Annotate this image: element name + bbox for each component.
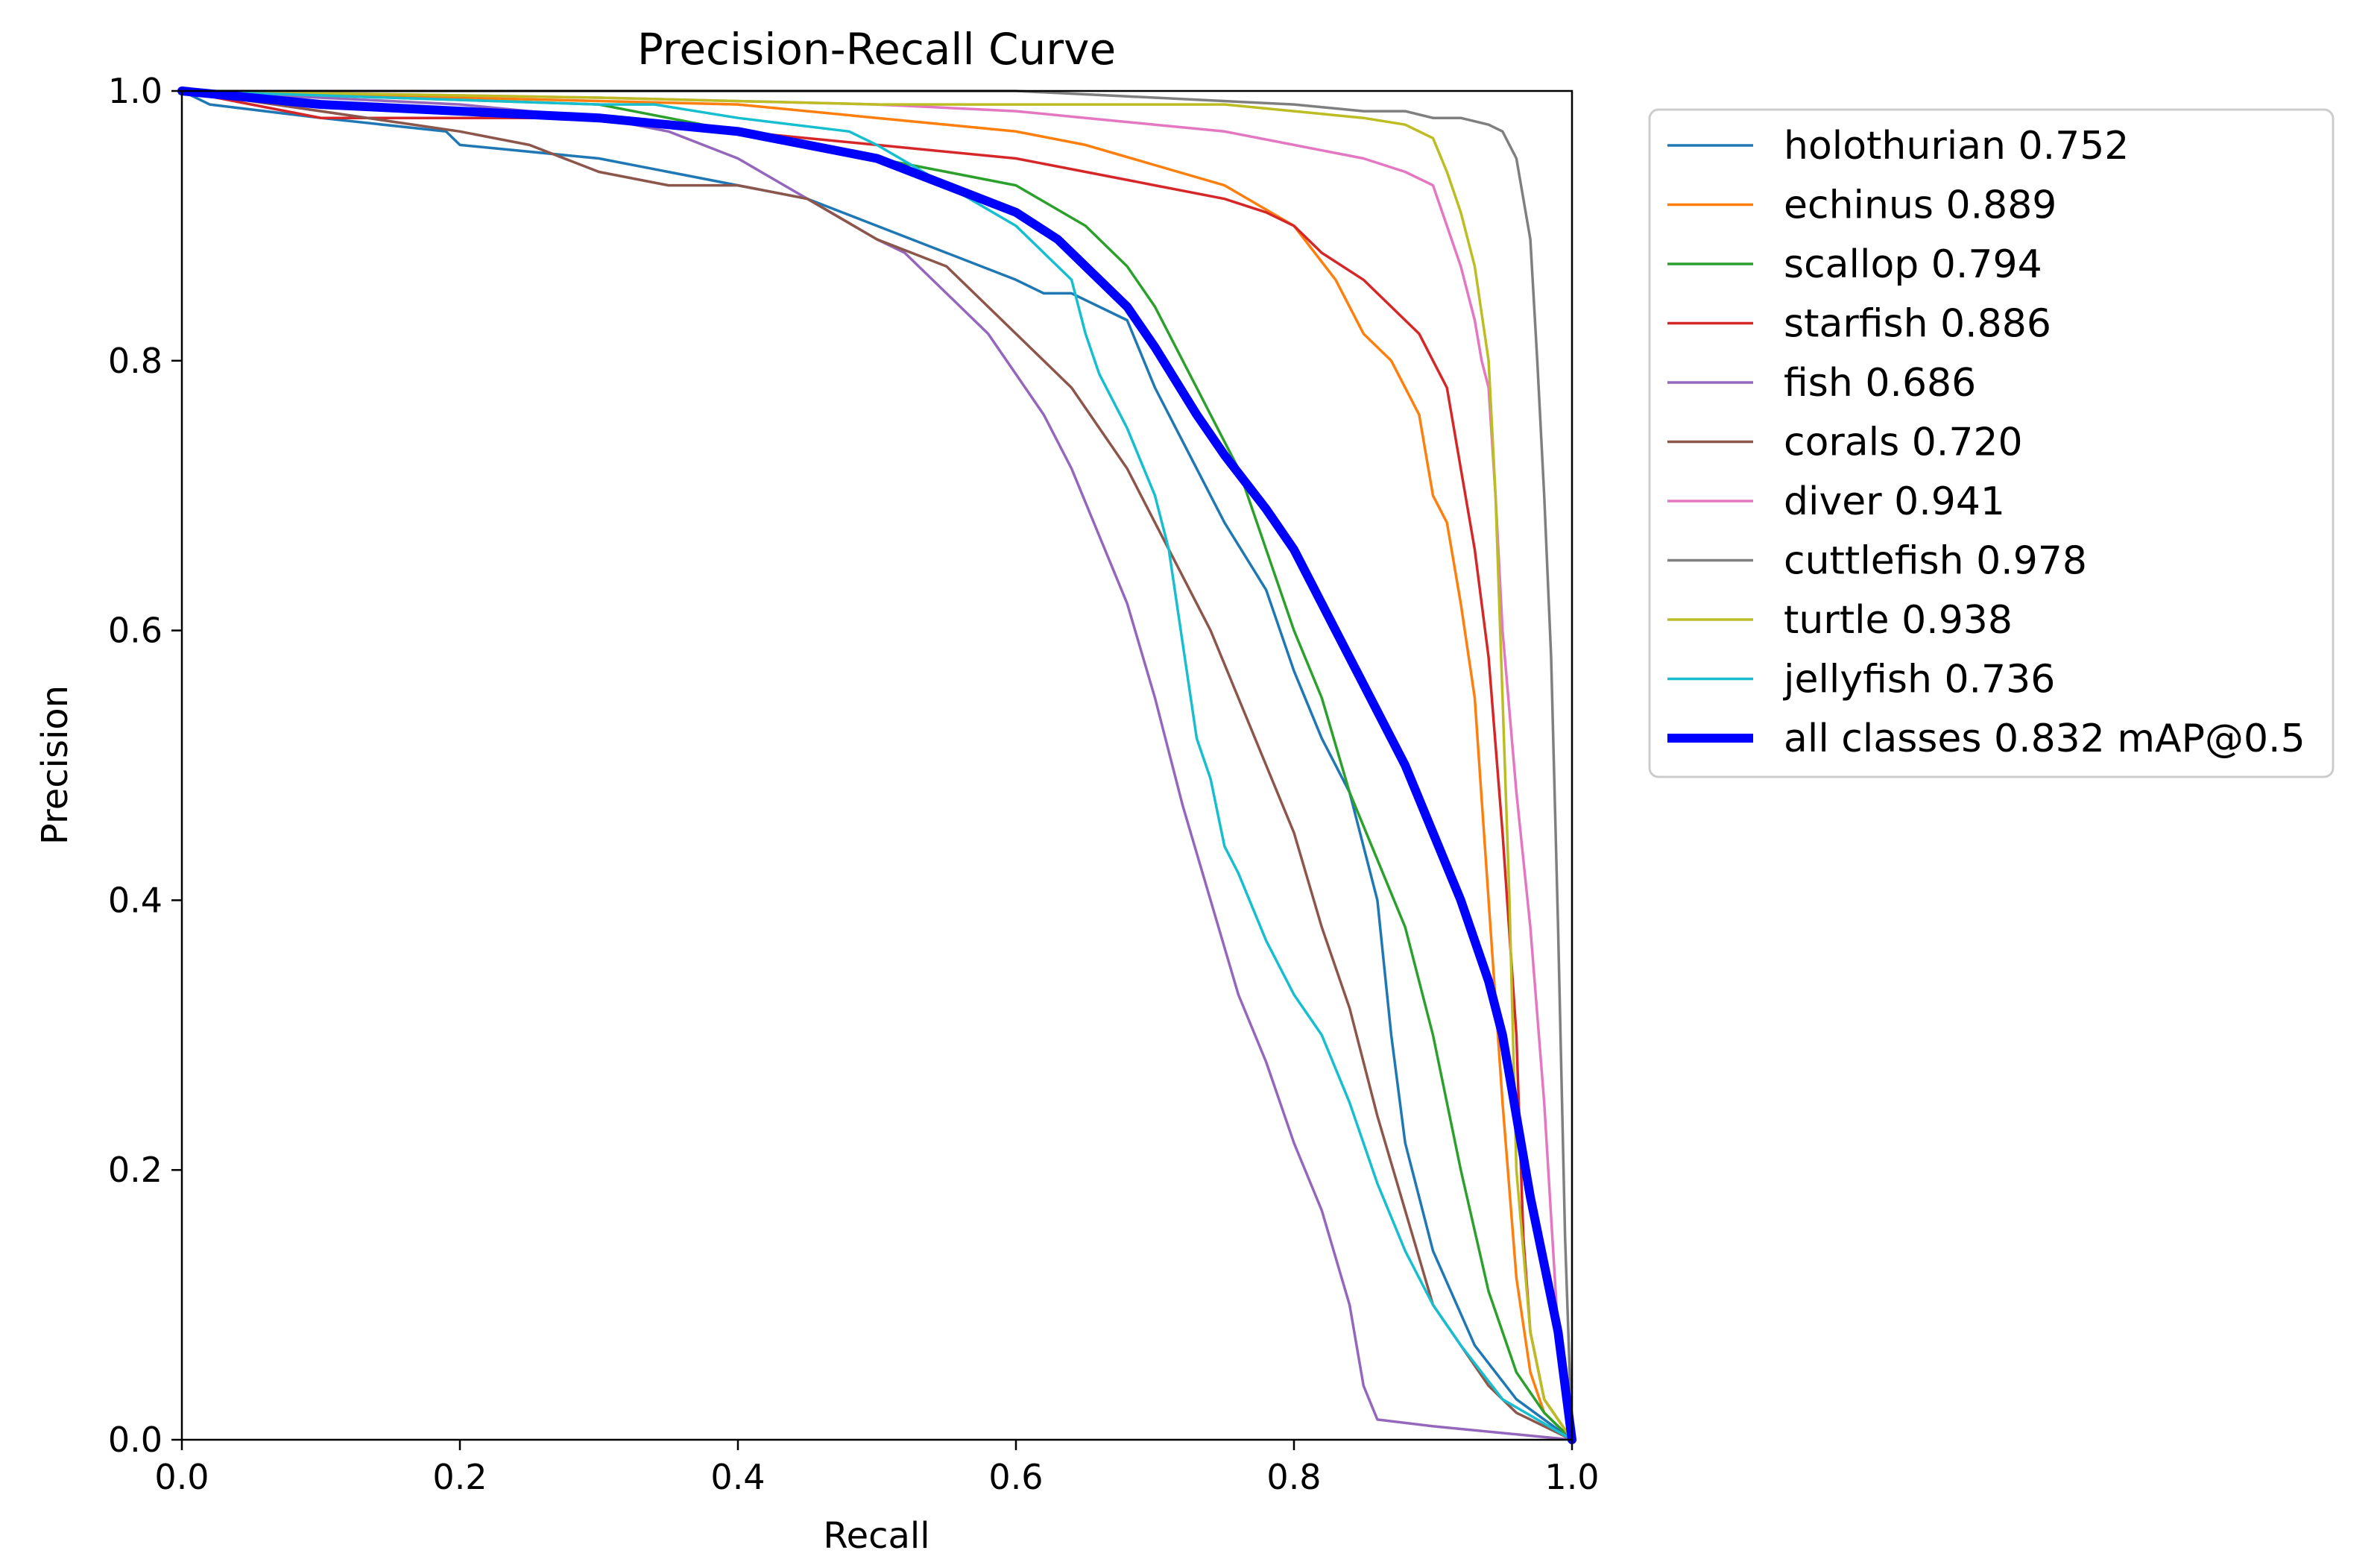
y-tick-label: 0.6 bbox=[108, 611, 162, 651]
legend-box bbox=[1648, 108, 2335, 778]
x-tick-label: 0.4 bbox=[710, 1457, 765, 1497]
x-tick-label: 0.0 bbox=[154, 1457, 209, 1497]
y-axis: 0.0 0.2 0.4 0.6 0.8 1.0 bbox=[108, 71, 182, 1460]
legend-entries: holothurian 0.752 echinus 0.889 scallop 0.… bbox=[1667, 124, 2305, 761]
legend-label: all classes 0.832 mAP@0.5 bbox=[1784, 717, 2305, 761]
x-axis-label: Recall bbox=[823, 1515, 929, 1557]
legend-label: fish 0.686 bbox=[1784, 361, 1976, 406]
legend-label: echinus 0.889 bbox=[1784, 183, 2057, 228]
series-line-5 bbox=[180, 89, 1573, 1441]
y-axis-label: Precision bbox=[34, 685, 76, 845]
x-tick-label: 0.8 bbox=[1266, 1457, 1321, 1497]
series-line-7 bbox=[180, 89, 1573, 1441]
legend: holothurian 0.752 echinus 0.889 scallop 0.… bbox=[1648, 108, 2335, 778]
series-layer bbox=[177, 86, 1576, 1444]
x-tick-label: 0.2 bbox=[432, 1457, 487, 1497]
series-line-1 bbox=[180, 89, 1573, 1441]
series-line-9 bbox=[180, 89, 1573, 1441]
y-tick-label: 0.2 bbox=[108, 1150, 162, 1190]
chart-title: Precision-Recall Curve bbox=[637, 24, 1116, 75]
x-tick-label: 0.6 bbox=[988, 1457, 1043, 1497]
legend-label: jellyfish 0.736 bbox=[1783, 658, 2055, 702]
series-line-4 bbox=[180, 89, 1573, 1441]
series-line-3 bbox=[180, 89, 1573, 1441]
legend-label: starfish 0.886 bbox=[1784, 302, 2051, 347]
x-tick-label: 1.0 bbox=[1544, 1457, 1599, 1497]
series-line-6 bbox=[180, 89, 1573, 1441]
y-tick-label: 0.0 bbox=[108, 1420, 162, 1460]
y-tick-label: 0.4 bbox=[108, 880, 162, 920]
y-tick-label: 1.0 bbox=[108, 71, 162, 111]
legend-label: holothurian 0.752 bbox=[1784, 124, 2129, 169]
x-axis: 0.0 0.2 0.4 0.6 0.8 1.0 bbox=[154, 1440, 1600, 1497]
plot-frame bbox=[180, 89, 1573, 1441]
legend-label: corals 0.720 bbox=[1784, 421, 2023, 465]
legend-label: turtle 0.938 bbox=[1784, 598, 2013, 643]
series-line-10 bbox=[177, 86, 1576, 1444]
legend-label: diver 0.941 bbox=[1784, 479, 2005, 524]
y-tick-label: 0.8 bbox=[108, 341, 162, 381]
legend-label: scallop 0.794 bbox=[1784, 242, 2042, 287]
legend-label: cuttlefish 0.978 bbox=[1784, 539, 2087, 584]
